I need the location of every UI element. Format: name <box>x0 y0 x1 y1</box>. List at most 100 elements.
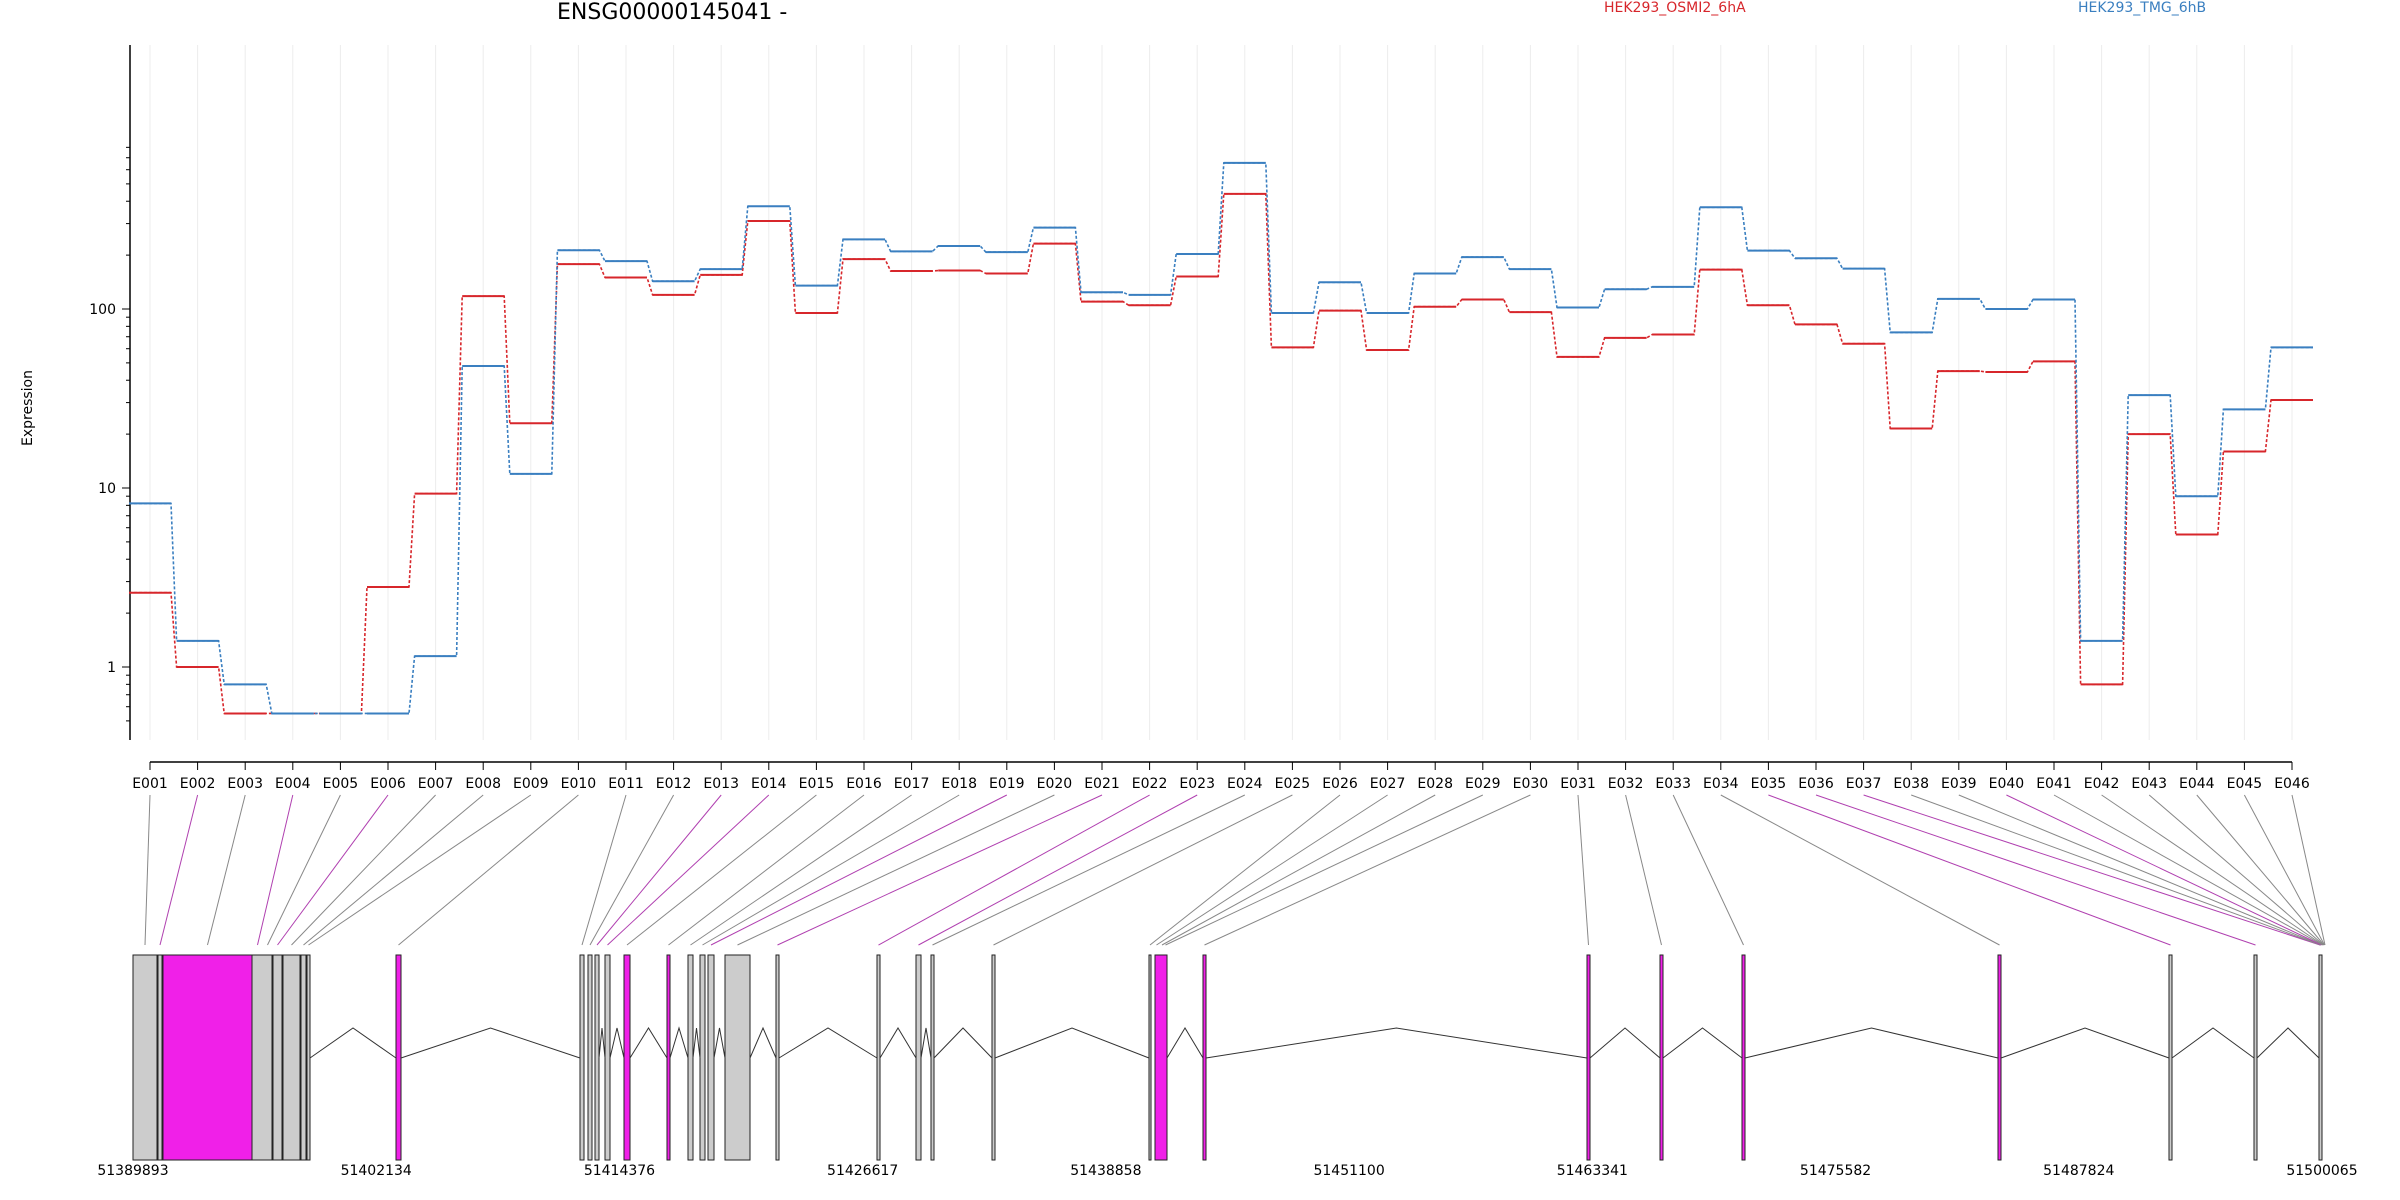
intron-line <box>1205 1027 1588 1059</box>
genome-tick-label: 51500065 <box>2286 1163 2357 1179</box>
x-tick-label-e005: E005 <box>323 776 359 792</box>
chart-title: ENSG00000145041 - <box>557 0 788 25</box>
exon-block <box>707 954 715 1161</box>
exon-connector-e003 <box>207 794 246 946</box>
exon-block-highlight <box>1202 954 1207 1161</box>
intron-line <box>933 1027 993 1059</box>
exon-connector-e011 <box>581 794 627 946</box>
x-tick-label-e046: E046 <box>2274 776 2310 792</box>
genome-tick-label: 51414376 <box>584 1163 655 1179</box>
exon-connector-e004 <box>257 794 294 946</box>
x-tick-label-e045: E045 <box>2227 776 2263 792</box>
exon-block-highlight <box>623 954 631 1161</box>
x-tick-label-e026: E026 <box>1322 776 1358 792</box>
x-tick-label-e020: E020 <box>1037 776 1073 792</box>
intron-line <box>994 1027 1150 1059</box>
x-tick-label-e001: E001 <box>132 776 168 792</box>
exon-connector-e043 <box>2148 794 2324 946</box>
x-tick-label-e023: E023 <box>1179 776 1215 792</box>
x-tick-label-e041: E041 <box>2036 776 2072 792</box>
exon-block <box>1148 954 1152 1161</box>
x-tick-label-e024: E024 <box>1227 776 1263 792</box>
exon-block <box>991 954 996 1161</box>
exon-block-highlight <box>1586 954 1591 1161</box>
exon-connector-e036 <box>1815 794 2256 946</box>
intron-line <box>1589 1027 1661 1059</box>
intron-line <box>713 1027 726 1059</box>
exon-block-highlight <box>1659 954 1664 1161</box>
x-tick-label-e008: E008 <box>465 776 501 792</box>
x-tick-label-e033: E033 <box>1655 776 1691 792</box>
x-tick-label-e004: E004 <box>275 776 311 792</box>
exon-block <box>587 954 593 1161</box>
exon-block <box>579 954 585 1161</box>
exon-connector-e029 <box>1165 794 1484 946</box>
intron-line <box>609 1027 625 1059</box>
intron-line <box>309 1027 397 1059</box>
legend-series-2: HEK293_TMG_6hB <box>2078 0 2207 16</box>
exon-connector-e022 <box>878 794 1150 946</box>
exon-connector-e031 <box>1577 794 1589 946</box>
intron-line <box>1662 1027 1743 1059</box>
x-tick-label-e042: E042 <box>2084 776 2120 792</box>
x-tick-label-e027: E027 <box>1370 776 1406 792</box>
exon-connector-e028 <box>1161 794 1436 946</box>
exon-connector-e001 <box>144 794 151 946</box>
x-tick-label-e013: E013 <box>703 776 739 792</box>
intron-line <box>749 1026 777 1059</box>
x-tick-label-e032: E032 <box>1608 776 1644 792</box>
exon-connector-e010 <box>398 794 579 946</box>
exon-block <box>2253 954 2258 1161</box>
exon-connector-e040 <box>2006 794 2322 946</box>
exon-connector-e005 <box>267 794 341 946</box>
exon-connector-e014 <box>607 794 770 946</box>
intron-line <box>2000 1027 2170 1059</box>
exon-connector-e021 <box>777 794 1103 946</box>
exon-connector-e046 <box>2291 794 2326 946</box>
intron-line <box>598 1027 606 1059</box>
exon-block <box>594 954 600 1161</box>
series-line-2 <box>129 162 2313 715</box>
intron-line <box>669 1026 689 1059</box>
intron-line <box>1166 1027 1204 1059</box>
x-tick-label-e035: E035 <box>1751 776 1787 792</box>
intron-line <box>692 1027 701 1059</box>
exon-connector-e039 <box>1958 794 2322 946</box>
x-tick-label-e028: E028 <box>1417 776 1453 792</box>
exon-connector-e018 <box>702 794 960 946</box>
exon-connector-e008 <box>303 794 484 946</box>
exon-connector-e012 <box>589 794 675 946</box>
x-tick-label-e018: E018 <box>941 776 977 792</box>
exon-block <box>775 954 780 1161</box>
x-tick-label-e038: E038 <box>1893 776 1929 792</box>
exon-connector-e015 <box>626 794 817 946</box>
intron-line <box>2256 1027 2320 1059</box>
exon-block-highlight <box>1997 954 2002 1161</box>
exon-block <box>282 954 301 1161</box>
exon-connector-e009 <box>308 794 532 946</box>
exon-block <box>724 954 751 1161</box>
x-tick-label-e040: E040 <box>1989 776 2025 792</box>
x-tick-label-e022: E022 <box>1132 776 1168 792</box>
exon-block <box>157 954 163 1161</box>
exon-connector-e038 <box>1911 794 2321 946</box>
exon-block <box>915 954 922 1161</box>
exon-block <box>251 954 273 1161</box>
exon-connector-e002 <box>159 794 199 946</box>
exon-block <box>604 954 611 1161</box>
exon-block <box>2318 954 2323 1161</box>
x-tick-label-e010: E010 <box>561 776 597 792</box>
x-tick-label-e012: E012 <box>656 776 692 792</box>
exon-connector-e019 <box>710 794 1008 946</box>
exon-connector-e016 <box>668 794 865 946</box>
x-tick-label-e019: E019 <box>989 776 1025 792</box>
exon-block-highlight <box>1741 954 1746 1161</box>
x-tick-label-e036: E036 <box>1798 776 1834 792</box>
genome-tick-label: 51463341 <box>1557 1163 1628 1179</box>
genome-tick-label: 51402134 <box>341 1163 412 1179</box>
exon-connector-e045 <box>2243 794 2325 946</box>
intron-line <box>400 1027 581 1059</box>
x-tick-label-e044: E044 <box>2179 776 2215 792</box>
x-tick-label-e017: E017 <box>894 776 930 792</box>
exon-connector-e033 <box>1672 794 1744 946</box>
